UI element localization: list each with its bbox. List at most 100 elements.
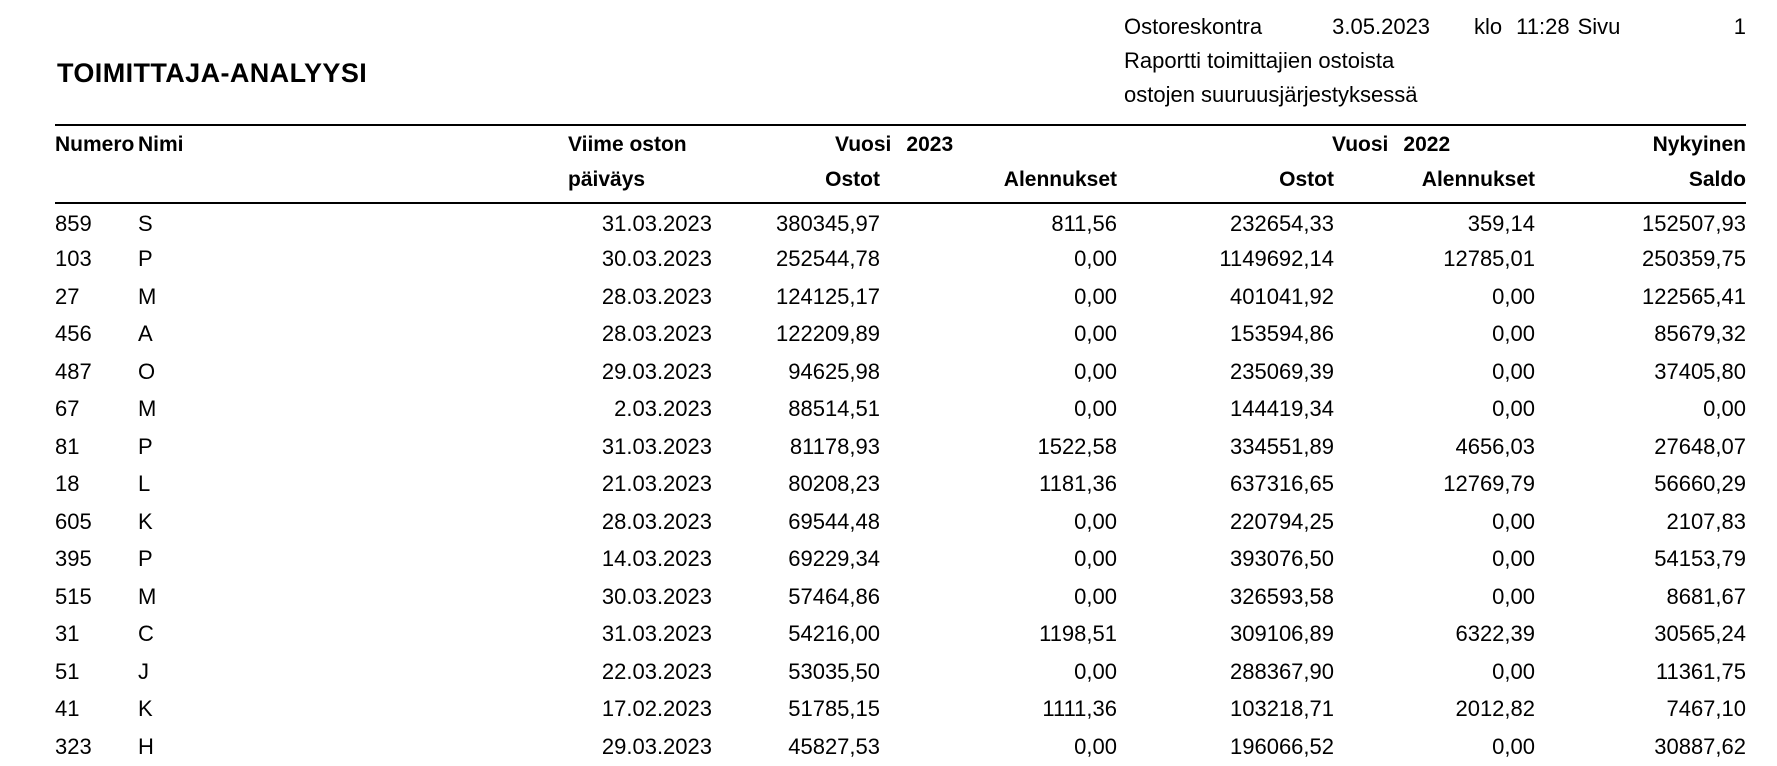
header-row-2: päiväys Ostot Alennukset Ostot Alennukse…: [55, 161, 1746, 204]
vuosi-2022-label: Vuosi: [1332, 133, 1389, 156]
cell-paivays: 29.03.2023: [601, 733, 712, 759]
report-date: 3.05.2023: [1332, 14, 1431, 39]
cell-numero: 81: [55, 433, 80, 459]
cell-ostot-2022: 153594,86: [1230, 321, 1334, 347]
cell-numero: 605: [55, 508, 92, 534]
cell-ostot-2022: 326593,58: [1230, 583, 1334, 609]
cell-ostot-2022: 637316,65: [1230, 471, 1334, 497]
cell-numero: 18: [55, 471, 80, 497]
cell-alennukset-2023: 0,00: [1074, 583, 1117, 609]
cell-paivays: 30.03.2023: [601, 246, 712, 272]
cell-alennukset-2022: 0,00: [1492, 508, 1535, 534]
cell-alennukset-2023: 1522,58: [1037, 433, 1117, 459]
cell-numero: 31: [55, 621, 80, 647]
page-number: 1: [1733, 14, 1746, 39]
cell-paivays: 28.03.2023: [601, 321, 712, 347]
cell-nimi: O: [138, 358, 156, 384]
cell-paivays: 21.03.2023: [601, 471, 712, 497]
cell-alennukset-2022: 0,00: [1492, 321, 1535, 347]
cell-alennukset-2023: 0,00: [1074, 733, 1117, 759]
cell-ostot-2023: 94625,98: [788, 358, 880, 384]
cell-nimi: C: [138, 621, 154, 647]
cell-alennukset-2022: 0,00: [1492, 283, 1535, 309]
cell-numero: 487: [55, 358, 92, 384]
cell-ostot-2022: 309106,89: [1230, 621, 1334, 647]
table-row: 323 H 29.03.2023 45827,53 0,00 196066,52…: [55, 728, 1746, 766]
cell-paivays: 14.03.2023: [601, 546, 712, 572]
cell-saldo: 2107,83: [1666, 508, 1746, 534]
col-header-empty-1: [55, 161, 138, 204]
time-label: klo: [1474, 14, 1503, 39]
cell-ostot-2022: 235069,39: [1230, 358, 1334, 384]
cell-alennukset-2023: 1198,51: [1039, 621, 1117, 647]
table-row: 859 S 31.03.2023 380345,97 811,56 232654…: [55, 203, 1746, 241]
col-header-alennukset-2022: Alennukset: [1334, 161, 1535, 204]
cell-paivays: 28.03.2023: [601, 283, 712, 309]
cell-alennukset-2023: 0,00: [1074, 396, 1117, 422]
cell-ostot-2023: 45827,53: [788, 733, 880, 759]
col-header-empty-2: [138, 161, 568, 204]
cell-ostot-2022: 144419,34: [1230, 396, 1334, 422]
cell-saldo: 0,00: [1703, 396, 1746, 422]
cell-alennukset-2022: 12769,79: [1443, 471, 1535, 497]
report-meta: Ostoreskontra 3.05.2023 klo 11:28 Sivu 1…: [1124, 10, 1746, 112]
cell-alennukset-2022: 0,00: [1492, 658, 1535, 684]
cell-paivays: 17.02.2023: [601, 696, 712, 722]
col-header-saldo: Saldo: [1535, 161, 1746, 204]
table-row: 51 J 22.03.2023 53035,50 0,00 288367,90 …: [55, 653, 1746, 691]
cell-nimi: S: [138, 211, 153, 237]
col-header-numero: Numero: [55, 124, 138, 161]
table-row: 31 C 31.03.2023 54216,00 1198,51 309106,…: [55, 616, 1746, 654]
cell-ostot-2022: 1149692,14: [1219, 246, 1334, 272]
cell-alennukset-2023: 811,56: [1051, 211, 1117, 237]
col-header-ostot-2022: Ostot: [1117, 161, 1334, 204]
cell-ostot-2023: 80208,23: [788, 471, 880, 497]
module-name: Ostoreskontra: [1124, 14, 1263, 39]
col-header-viime-oston: Viime oston: [568, 124, 712, 161]
report-meta-line1: Ostoreskontra 3.05.2023 klo 11:28 Sivu 1: [1124, 10, 1746, 44]
cell-numero: 51: [55, 658, 80, 684]
cell-paivays: 28.03.2023: [601, 508, 712, 534]
cell-paivays: 31.03.2023: [601, 433, 712, 459]
cell-numero: 515: [55, 583, 92, 609]
cell-numero: 41: [55, 696, 80, 722]
cell-nimi: M: [138, 583, 157, 609]
cell-saldo: 250359,75: [1642, 246, 1746, 272]
cell-ostot-2022: 196066,52: [1230, 733, 1334, 759]
cell-alennukset-2023: 0,00: [1074, 283, 1117, 309]
cell-alennukset-2023: 1111,36: [1042, 696, 1117, 722]
vuosi-2023-label: Vuosi: [835, 133, 892, 156]
cell-saldo: 11361,75: [1655, 658, 1746, 684]
cell-nimi: H: [138, 733, 154, 759]
cell-numero: 395: [55, 546, 92, 572]
cell-ostot-2023: 124125,17: [776, 283, 880, 309]
cell-nimi: L: [138, 471, 151, 497]
cell-ostot-2022: 103218,71: [1230, 696, 1334, 722]
col-header-nimi: Nimi: [138, 124, 568, 161]
page-title: TOIMITTAJA-ANALYYSI: [57, 58, 368, 88]
cell-nimi: M: [138, 396, 157, 422]
cell-alennukset-2022: 2012,82: [1455, 696, 1535, 722]
cell-nimi: J: [138, 658, 149, 684]
cell-alennukset-2023: 0,00: [1074, 246, 1117, 272]
cell-numero: 27: [55, 283, 80, 309]
cell-ostot-2023: 81178,93: [789, 433, 880, 459]
cell-alennukset-2022: 4656,03: [1455, 433, 1535, 459]
cell-ostot-2023: 57464,86: [788, 583, 880, 609]
cell-ostot-2022: 288367,90: [1230, 658, 1334, 684]
report-subtitle-1: Raportti toimittajien ostoista: [1124, 48, 1395, 73]
cell-alennukset-2023: 0,00: [1074, 358, 1117, 384]
table-row: 27 M 28.03.2023 124125,17 0,00 401041,92…: [55, 278, 1746, 316]
table-row: 41 K 17.02.2023 51785,15 1111,36 103218,…: [55, 691, 1746, 729]
col-header-paivays: päiväys: [568, 161, 712, 204]
cell-ostot-2022: 220794,25: [1230, 508, 1334, 534]
cell-alennukset-2023: 0,00: [1074, 546, 1117, 572]
cell-paivays: 2.03.2023: [614, 396, 712, 422]
cell-ostot-2022: 401041,92: [1230, 283, 1334, 309]
cell-paivays: 29.03.2023: [601, 358, 712, 384]
cell-alennukset-2023: 0,00: [1074, 658, 1117, 684]
cell-alennukset-2022: 0,00: [1492, 396, 1535, 422]
table-body: 859 S 31.03.2023 380345,97 811,56 232654…: [55, 203, 1746, 766]
cell-ostot-2023: 380345,97: [776, 211, 880, 237]
cell-nimi: P: [138, 546, 153, 572]
